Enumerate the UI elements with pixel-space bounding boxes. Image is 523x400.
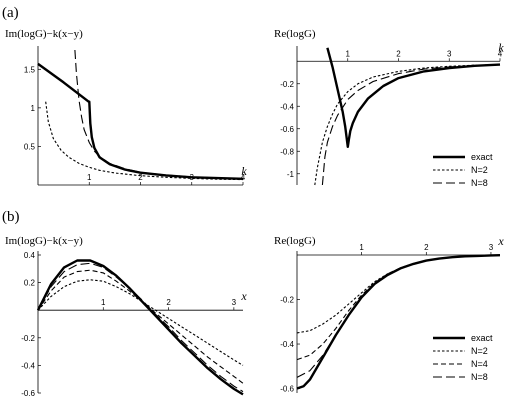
y-tick-label: -0.2 [21,334,35,343]
series-line-exact [326,47,501,148]
legend-label: N=8 [471,372,488,382]
y-tick-label: -0.6 [280,125,294,134]
series-line-n-8 [37,262,244,393]
x-tick-label: 3 [447,49,452,58]
chart-b-right: 1 2 3 -0.2 -0.4 -0.6 x exact N=2 N=4 N=8 [280,234,504,394]
legend-label: N=2 [471,346,488,356]
x-tick-label: 4 [498,49,503,58]
series-line-n-8 [321,64,501,186]
x-tick-label: 4 [241,173,246,182]
series-line-n-2 [296,254,501,334]
series-line-n-2 [314,64,501,186]
chart-a-right-title: Re(logG) [274,28,316,40]
y-tick-label: -0.6 [280,385,294,394]
chart-b-right-title: Re(logG) [274,235,316,247]
y-tick-label: -0.4 [21,361,35,370]
series-line-exact [296,254,501,390]
y-tick-label: 1.5 [24,65,36,74]
series-line-n-4 [37,269,244,384]
x-tick-label: 2 [424,243,429,252]
y-tick-label: 0.5 [24,142,36,151]
panel-a-label: (a) [2,5,19,21]
legend-label: N=8 [471,178,488,188]
x-tick-label: 2 [396,49,401,58]
y-tick-label: 0.2 [24,279,36,288]
chart-b-left: 1 2 3 0.4 0.2 -0.2 -0.4 -0.6 x [21,251,247,398]
y-tick-label: -0.6 [21,389,35,398]
y-tick-label: -0.4 [280,340,294,349]
series-line-exact [37,62,244,180]
legend-label: exact [471,333,493,343]
series-line-n-8 [296,254,501,378]
x-tick-label: 3 [489,243,494,252]
x-axis-label: x [497,234,504,248]
legend-label: N=2 [471,165,488,175]
series-line-n-8 [74,49,244,180]
legend-label: exact [471,152,493,162]
y-tick-label: 1 [31,104,36,113]
y-tick-label: -0.4 [280,102,294,111]
series-line-exact [37,259,244,396]
chart-a-left: 1 2 3 40.511.5k [24,46,247,186]
panel-b-label: (b) [2,209,20,225]
chart-b-left-title: Im(logG)−k(x−y) [5,235,83,247]
y-tick-label: -0.8 [280,147,294,156]
x-tick-label: 2 [138,173,143,182]
x-tick-label: 1 [87,173,92,182]
x-tick-label: 2 [166,298,171,307]
x-tick-label: 1 [359,243,364,252]
y-tick-label: -0.2 [280,80,294,89]
y-tick-label: -1 [287,170,295,179]
series-line-n-2 [45,101,244,181]
x-tick-label: 1 [346,49,351,58]
x-axis-label: x [240,289,247,303]
x-axis-label: k [498,40,504,54]
series-line-n-2 [37,279,244,366]
x-axis-label: k [241,164,247,178]
legend: exact N=2 N=4 N=8 [433,333,493,382]
legend-label: N=4 [471,359,488,369]
x-tick-label: 3 [232,298,237,307]
chart-a-right: 1 2 3 4 -0.2 -0.4 -0.6 -0.8 -1 k exact N=2 N=8 [280,40,504,188]
y-tick-label: -0.2 [280,296,294,305]
legend: exact N=2 N=8 [433,152,493,188]
chart-a-left-title: Im(logG)−k(x−y) [5,28,83,40]
y-tick-label: 0.4 [24,251,36,260]
x-tick-label: 1 [101,298,106,307]
series-line-n-4 [296,254,501,361]
